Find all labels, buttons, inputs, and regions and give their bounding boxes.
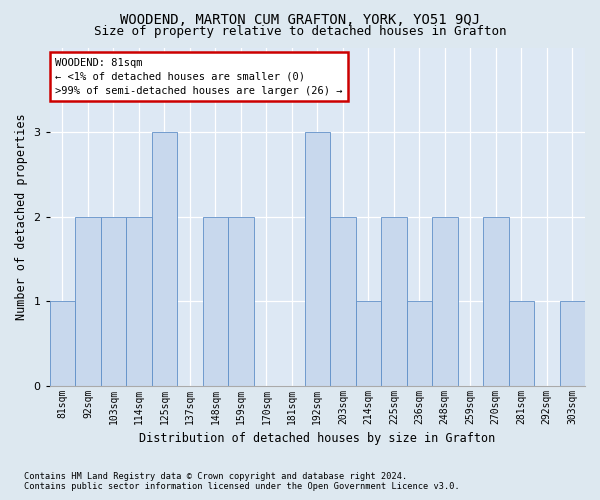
Y-axis label: Number of detached properties: Number of detached properties [15,114,28,320]
Bar [356,301,381,386]
Bar [75,216,101,386]
Bar [330,216,356,386]
Bar [50,301,75,386]
Text: WOODEND, MARTON CUM GRAFTON, YORK, YO51 9QJ: WOODEND, MARTON CUM GRAFTON, YORK, YO51 … [120,12,480,26]
Bar [101,216,126,386]
Text: Contains HM Land Registry data © Crown copyright and database right 2024.: Contains HM Land Registry data © Crown c… [24,472,407,481]
Bar [203,216,228,386]
Bar [483,216,509,386]
Text: Size of property relative to detached houses in Grafton: Size of property relative to detached ho… [94,25,506,38]
Bar [152,132,177,386]
Bar [432,216,458,386]
Bar [228,216,254,386]
Bar [407,301,432,386]
Bar [509,301,534,386]
Bar [560,301,585,386]
Bar [381,216,407,386]
Text: WOODEND: 81sqm
← <1% of detached houses are smaller (0)
>99% of semi-detached ho: WOODEND: 81sqm ← <1% of detached houses … [55,58,343,96]
Bar [305,132,330,386]
Text: Contains public sector information licensed under the Open Government Licence v3: Contains public sector information licen… [24,482,460,491]
X-axis label: Distribution of detached houses by size in Grafton: Distribution of detached houses by size … [139,432,496,445]
Bar [126,216,152,386]
